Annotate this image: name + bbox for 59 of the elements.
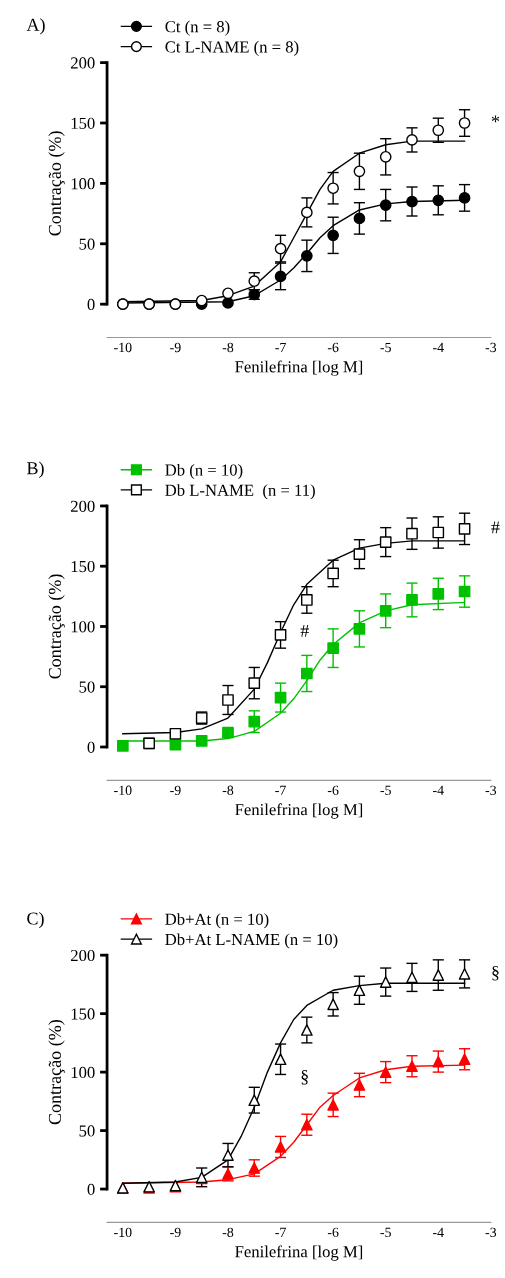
x-axis-title: Fenilefrina [log M]: [235, 1245, 363, 1261]
text: #: [491, 521, 500, 534]
legend-label: Ct L-NAME (n = 8): [165, 40, 299, 56]
chart-title: C): [27, 911, 44, 929]
legend-label: Db L-NAME (n = 11): [165, 484, 315, 500]
y-tick-label: 200: [70, 57, 95, 69]
y-tick-label: 50: [79, 1125, 95, 1137]
x-tick-label: -6: [327, 1227, 339, 1238]
x-tick-label: -6: [327, 342, 339, 353]
x-tick-label: -3: [485, 342, 497, 353]
annotation: #: [300, 625, 309, 637]
y-tick-label: 0: [87, 298, 95, 311]
y-tick-label: 100: [71, 178, 95, 190]
legend-label: Db (n = 10): [165, 463, 243, 480]
text: *: [491, 115, 500, 123]
legend-label: Ct (n = 8): [165, 20, 230, 36]
x-tick-label: -10: [114, 1227, 132, 1238]
x-tick-label: -7: [275, 342, 286, 352]
x-tick-label: -8: [222, 785, 234, 795]
x-tick-label: -9: [170, 785, 181, 795]
y-tick-label: 150: [71, 117, 95, 129]
x-tick-label: -10: [114, 785, 132, 795]
x-tick-label: -5: [380, 342, 391, 353]
x-tick-label: -6: [327, 785, 339, 795]
x-tick-label: -4: [433, 1227, 444, 1237]
x-tick-label: -3: [485, 785, 497, 795]
x-tick-label: -7: [275, 1227, 286, 1237]
x-tick-label: -7: [275, 785, 286, 795]
y-tick-label: 50: [79, 681, 95, 693]
y-tick-label: 150: [71, 1008, 95, 1020]
x-tick-label: -4: [433, 342, 444, 352]
y-axis-title: Contração (%): [48, 131, 65, 236]
y-axis-title: Contração (%): [48, 574, 65, 679]
y-tick-label: 0: [87, 1183, 95, 1195]
y-tick-label: 50: [79, 238, 95, 250]
y-axis-title: Contração (%): [48, 1020, 65, 1125]
chart-title: A): [26, 18, 45, 35]
annotation: §: [301, 1070, 308, 1085]
x-tick-label: -5: [380, 1227, 391, 1238]
legend-label: Db+At (n = 10): [165, 913, 269, 929]
x-tick-label: -9: [170, 342, 181, 353]
x-tick-label: -8: [222, 342, 234, 353]
x-tick-label: -4: [433, 785, 444, 795]
x-tick-label: -3: [485, 1227, 497, 1238]
chart-title: B): [26, 461, 44, 478]
x-axis-title: Fenilefrina [log M]: [235, 803, 363, 819]
y-tick-label: 100: [71, 1066, 95, 1079]
text: §: [492, 965, 499, 981]
x-axis-title: Fenilefrina [log M]: [235, 360, 363, 376]
y-tick-label: 0: [87, 741, 95, 753]
y-tick-label: 150: [71, 560, 95, 573]
y-tick-label: 200: [70, 949, 95, 962]
x-tick-label: -5: [380, 785, 391, 795]
legend-label: Db+At L-NAME (n = 10): [165, 933, 338, 949]
x-tick-label: -8: [222, 1227, 234, 1238]
x-tick-label: -10: [114, 342, 132, 353]
x-tick-label: -9: [170, 1227, 181, 1238]
y-tick-label: 200: [70, 500, 95, 512]
y-tick-label: 100: [71, 621, 95, 633]
